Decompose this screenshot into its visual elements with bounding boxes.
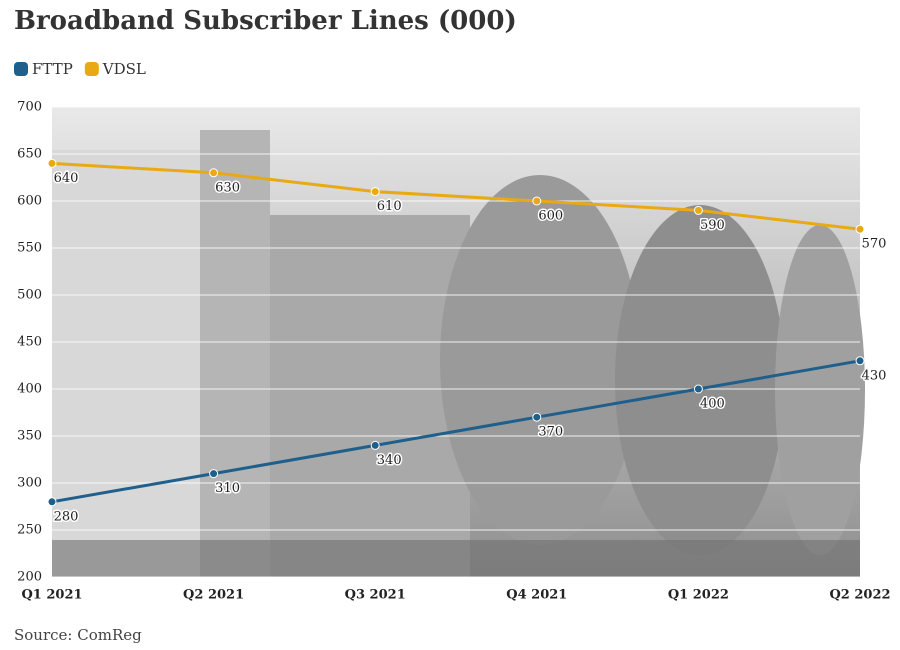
y-tick-label: 700 xyxy=(17,100,42,115)
data-label: 610 xyxy=(377,199,402,214)
y-tick-label: 650 xyxy=(17,147,42,162)
y-tick-label: 300 xyxy=(17,476,42,491)
y-tick-label: 450 xyxy=(17,335,42,350)
background-photo xyxy=(52,107,865,577)
legend-label: FTTP xyxy=(32,60,73,78)
data-label: 570 xyxy=(862,237,887,252)
x-tick-label: Q1 2022 xyxy=(668,588,729,603)
y-tick-label: 600 xyxy=(17,194,42,209)
data-point xyxy=(855,224,865,234)
source: Source: ComReg xyxy=(14,626,142,644)
data-point xyxy=(47,497,57,507)
data-label: 340 xyxy=(377,453,402,468)
data-point xyxy=(532,196,542,206)
data-label: 430 xyxy=(862,368,887,383)
data-label: 600 xyxy=(538,209,563,224)
x-tick-label: Q1 2021 xyxy=(21,588,82,603)
x-tick-label: Q2 2022 xyxy=(829,588,890,603)
data-point xyxy=(209,168,219,178)
y-tick-label: 350 xyxy=(17,429,42,444)
y-tick-label: 200 xyxy=(17,570,42,585)
y-tick-label: 550 xyxy=(17,241,42,256)
data-label: 370 xyxy=(538,425,563,440)
data-point xyxy=(532,412,542,422)
data-point xyxy=(370,187,380,197)
y-tick-label: 250 xyxy=(17,523,42,538)
data-point xyxy=(855,356,865,366)
legend-swatch xyxy=(84,62,99,76)
legend-label: VDSL xyxy=(102,60,146,78)
data-point xyxy=(370,440,380,450)
series-line xyxy=(51,359,861,504)
data-label: 310 xyxy=(215,481,240,496)
series-line xyxy=(51,161,861,231)
y-tick-label: 500 xyxy=(17,288,42,303)
data-point xyxy=(209,469,219,479)
data-point xyxy=(693,205,703,215)
data-label: 400 xyxy=(700,397,725,412)
data-label: 590 xyxy=(700,218,725,233)
data-point xyxy=(693,384,703,394)
data-label: 280 xyxy=(54,509,79,524)
data-label: 630 xyxy=(215,180,240,195)
data-point xyxy=(47,158,57,168)
x-tick-label: Q4 2021 xyxy=(506,588,567,603)
chart-title: Broadband Subscriber Lines (000) xyxy=(14,6,517,36)
y-tick-label: 400 xyxy=(17,382,42,397)
x-tick-label: Q2 2021 xyxy=(183,588,244,603)
x-tick-label: Q3 2021 xyxy=(345,588,406,603)
legend-swatch xyxy=(14,62,28,76)
data-label: 640 xyxy=(54,171,79,186)
